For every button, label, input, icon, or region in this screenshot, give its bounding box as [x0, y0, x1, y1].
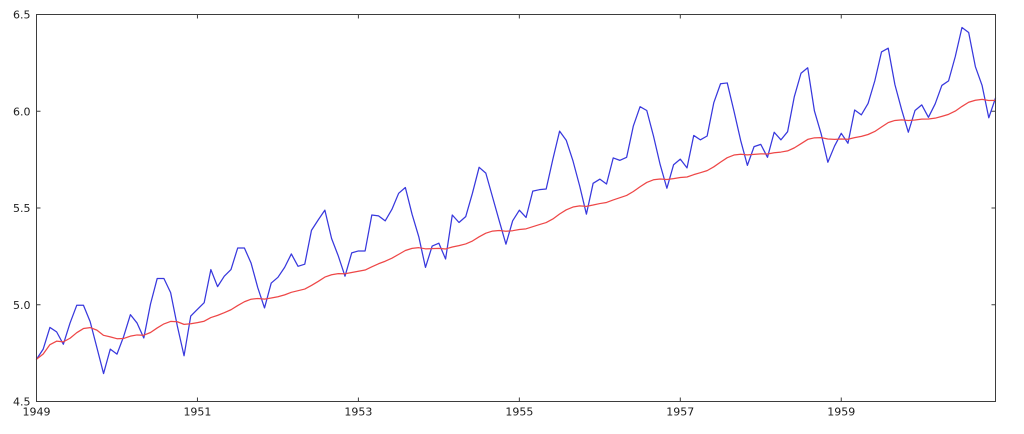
- y-tick-label: 6.0: [13, 105, 31, 118]
- x-tick-label: 1949: [23, 406, 51, 419]
- x-tick-label: 1951: [183, 406, 211, 419]
- x-tick-label: 1953: [344, 406, 372, 419]
- x-tick-label: 1957: [666, 406, 694, 419]
- y-tick-label: 4.5: [13, 396, 31, 409]
- log-monthly-airline-passengers-line: [35, 26, 997, 375]
- x-tick-label: 1959: [827, 406, 855, 419]
- y-tick-label: 5.5: [13, 202, 31, 215]
- y-tick-label: 5.0: [13, 299, 31, 312]
- x-tick-label: 1955: [505, 406, 533, 419]
- plot-spines: [36, 14, 996, 402]
- exponentially-weighted-moving-average-line: [35, 98, 997, 360]
- y-tick-label: 6.5: [13, 9, 31, 22]
